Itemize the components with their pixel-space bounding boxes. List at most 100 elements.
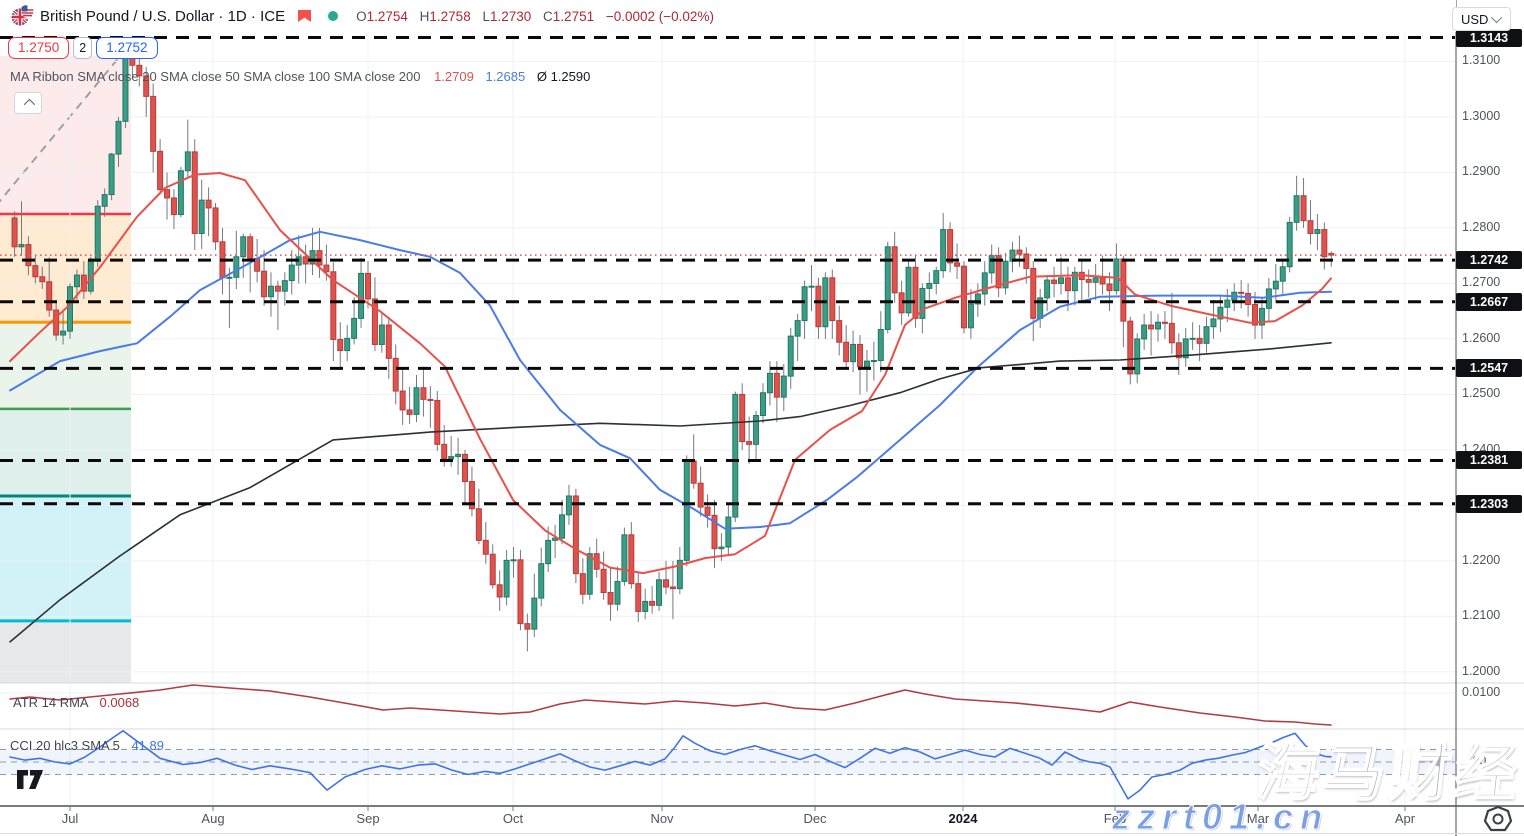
- atr-value: 0.0068: [99, 695, 140, 710]
- candle: [73, 274, 80, 288]
- candle: [441, 443, 448, 460]
- price-tag-blue[interactable]: 1.2752: [96, 37, 158, 59]
- candle: [1044, 279, 1051, 299]
- candle: [406, 409, 413, 415]
- price-tag-red[interactable]: 1.2750: [8, 37, 70, 59]
- candle: [18, 244, 25, 248]
- candle: [1168, 322, 1175, 344]
- candle: [316, 250, 323, 266]
- atr-indicator-legend[interactable]: ATR 14 RMA 0.0068: [13, 695, 139, 710]
- price-axis-label: 1.2000: [1462, 663, 1501, 678]
- candle: [787, 335, 794, 377]
- close-label: C: [543, 8, 553, 24]
- candle: [517, 559, 524, 625]
- candle: [1106, 283, 1113, 292]
- candle: [1141, 324, 1148, 340]
- currency-dropdown[interactable]: USD: [1452, 7, 1511, 31]
- candle: [662, 579, 669, 588]
- candle: [919, 287, 926, 319]
- candle: [586, 553, 593, 595]
- candle: [198, 199, 205, 234]
- symbol-title[interactable]: British Pound / U.S. Dollar · 1D · ICE: [40, 7, 286, 25]
- candle: [101, 194, 108, 207]
- candle: [1196, 337, 1203, 344]
- candle: [1307, 220, 1314, 234]
- candle: [995, 255, 1002, 289]
- time-axis-label[interactable]: 2024: [948, 811, 978, 826]
- candle: [600, 568, 607, 594]
- candle: [960, 265, 967, 329]
- time-axis-label[interactable]: Mar: [1246, 811, 1270, 826]
- candle: [697, 482, 704, 508]
- candle: [649, 600, 656, 606]
- tradingview-logo[interactable]: [16, 768, 46, 796]
- time-axis-label[interactable]: Jul: [61, 811, 79, 826]
- url-watermark: zzrt01.cn: [1111, 796, 1330, 836]
- candle: [496, 584, 503, 598]
- candle: [926, 282, 933, 289]
- candle: [323, 264, 330, 273]
- low-value: 1.2730: [489, 8, 532, 24]
- time-axis-label[interactable]: Sep: [356, 811, 380, 826]
- candle: [607, 592, 614, 605]
- candle: [773, 372, 780, 398]
- candle: [531, 597, 538, 630]
- candle: [1293, 195, 1300, 223]
- time-axis-label[interactable]: Oct: [502, 811, 524, 826]
- indicator-line: [9, 684, 1332, 726]
- candle: [746, 441, 753, 445]
- level-price-badge: 1.2303: [1456, 494, 1522, 513]
- candle: [988, 255, 995, 274]
- candle: [690, 460, 697, 484]
- candle: [212, 207, 219, 243]
- cci-value: 41.89: [131, 738, 164, 753]
- red-flag-icon[interactable]: [297, 9, 312, 23]
- candle: [1155, 321, 1162, 330]
- candle: [267, 285, 274, 298]
- candle: [288, 264, 295, 282]
- time-axis-label[interactable]: Apr: [1394, 811, 1416, 826]
- candle: [891, 246, 898, 294]
- atr-axis-label: 0.0100: [1462, 685, 1501, 699]
- candle: [1120, 258, 1127, 322]
- candle: [1161, 321, 1168, 324]
- candle: [1113, 258, 1120, 292]
- candle: [399, 390, 406, 411]
- price-axis-label: 1.2700: [1462, 275, 1501, 290]
- candle: [108, 153, 115, 196]
- price-axis-label: 1.2600: [1462, 330, 1501, 345]
- candle: [947, 229, 954, 264]
- candle: [170, 197, 177, 216]
- candle: [1279, 266, 1286, 282]
- candles-layer: [11, 36, 1335, 652]
- candle: [378, 324, 385, 345]
- candle: [39, 276, 46, 283]
- candle: [524, 623, 531, 630]
- candle: [60, 330, 67, 336]
- candle: [177, 170, 184, 216]
- cci-indicator-legend[interactable]: CCI 20 hlc3 SMA 5 41.89: [10, 738, 164, 753]
- candle: [115, 120, 122, 155]
- candle: [1071, 271, 1078, 292]
- atr-label: ATR 14 RMA: [13, 695, 88, 710]
- time-axis-label[interactable]: Aug: [201, 811, 225, 826]
- candle: [136, 64, 143, 77]
- time-axis-label[interactable]: Feb: [1103, 811, 1127, 826]
- price-axis-label: 1.2200: [1462, 552, 1501, 567]
- time-axis-label[interactable]: Nov: [650, 811, 674, 826]
- candle: [836, 320, 843, 343]
- candle: [1057, 277, 1064, 284]
- candle: [974, 293, 981, 305]
- candle: [1203, 326, 1210, 344]
- price-axis-label: 1.2100: [1462, 608, 1501, 623]
- symbol-header: British Pound / U.S. Dollar · 1D · ICE O…: [0, 0, 1456, 32]
- price-tag-count[interactable]: 2: [73, 37, 93, 59]
- pivot-zone-band: [0, 620, 131, 683]
- time-axis-label[interactable]: Dec: [803, 811, 827, 826]
- ma-ribbon-legend[interactable]: MA Ribbon SMA close 20 SMA close 50 SMA …: [10, 69, 590, 84]
- candle: [510, 559, 517, 562]
- collapse-toolbar-button[interactable]: [14, 92, 42, 114]
- candle: [545, 539, 552, 565]
